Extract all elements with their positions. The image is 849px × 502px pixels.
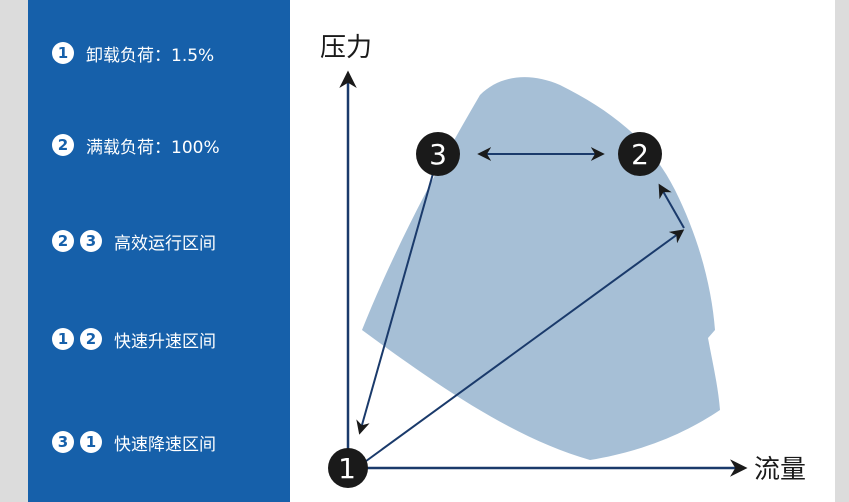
operating-region xyxy=(362,77,720,461)
node-1: 1 xyxy=(328,448,368,488)
badge-1-icon: 1 xyxy=(52,328,74,350)
node-2: 2 xyxy=(618,132,662,176)
legend-text: 卸载负荷：1.5% xyxy=(86,45,215,66)
node-1-label: 1 xyxy=(338,452,356,485)
legend-item-efficient-range: 2 3 高效运行区间 xyxy=(52,227,216,255)
legend-text: 快速降速区间 xyxy=(114,434,216,455)
legend-item-unload: 1 卸载负荷：1.5% xyxy=(52,39,214,67)
arrow-3-to-1 xyxy=(356,169,435,435)
legend-panel xyxy=(28,0,290,502)
legend-item-full-load: 2 满载负荷：100% xyxy=(52,131,220,159)
arrow-right-up-to-2 xyxy=(658,183,685,229)
legend-text: 满载负荷：100% xyxy=(86,137,220,158)
node-3: 3 xyxy=(416,132,460,176)
badge-1-icon: 1 xyxy=(80,431,102,453)
legend-text: 高效运行区间 xyxy=(114,233,216,254)
badge-2-icon: 2 xyxy=(80,328,102,350)
badge-1-icon: 1 xyxy=(52,42,74,64)
badge-3-icon: 3 xyxy=(52,431,74,453)
node-3-label: 3 xyxy=(429,138,447,171)
node-2-label: 2 xyxy=(631,138,649,171)
arrow-1-to-top-right xyxy=(361,229,685,465)
y-axis-label: 压力 xyxy=(320,33,372,63)
badge-2-icon: 2 xyxy=(52,134,74,156)
x-axis-label: 流量 xyxy=(754,455,806,485)
legend-item-slow-down-range: 3 1 快速降速区间 xyxy=(52,428,216,456)
badge-2-icon: 2 xyxy=(52,230,74,252)
badge-3-icon: 3 xyxy=(80,230,102,252)
legend-text: 快速升速区间 xyxy=(114,331,216,352)
legend-item-speed-up-range: 1 2 快速升速区间 xyxy=(52,325,216,353)
